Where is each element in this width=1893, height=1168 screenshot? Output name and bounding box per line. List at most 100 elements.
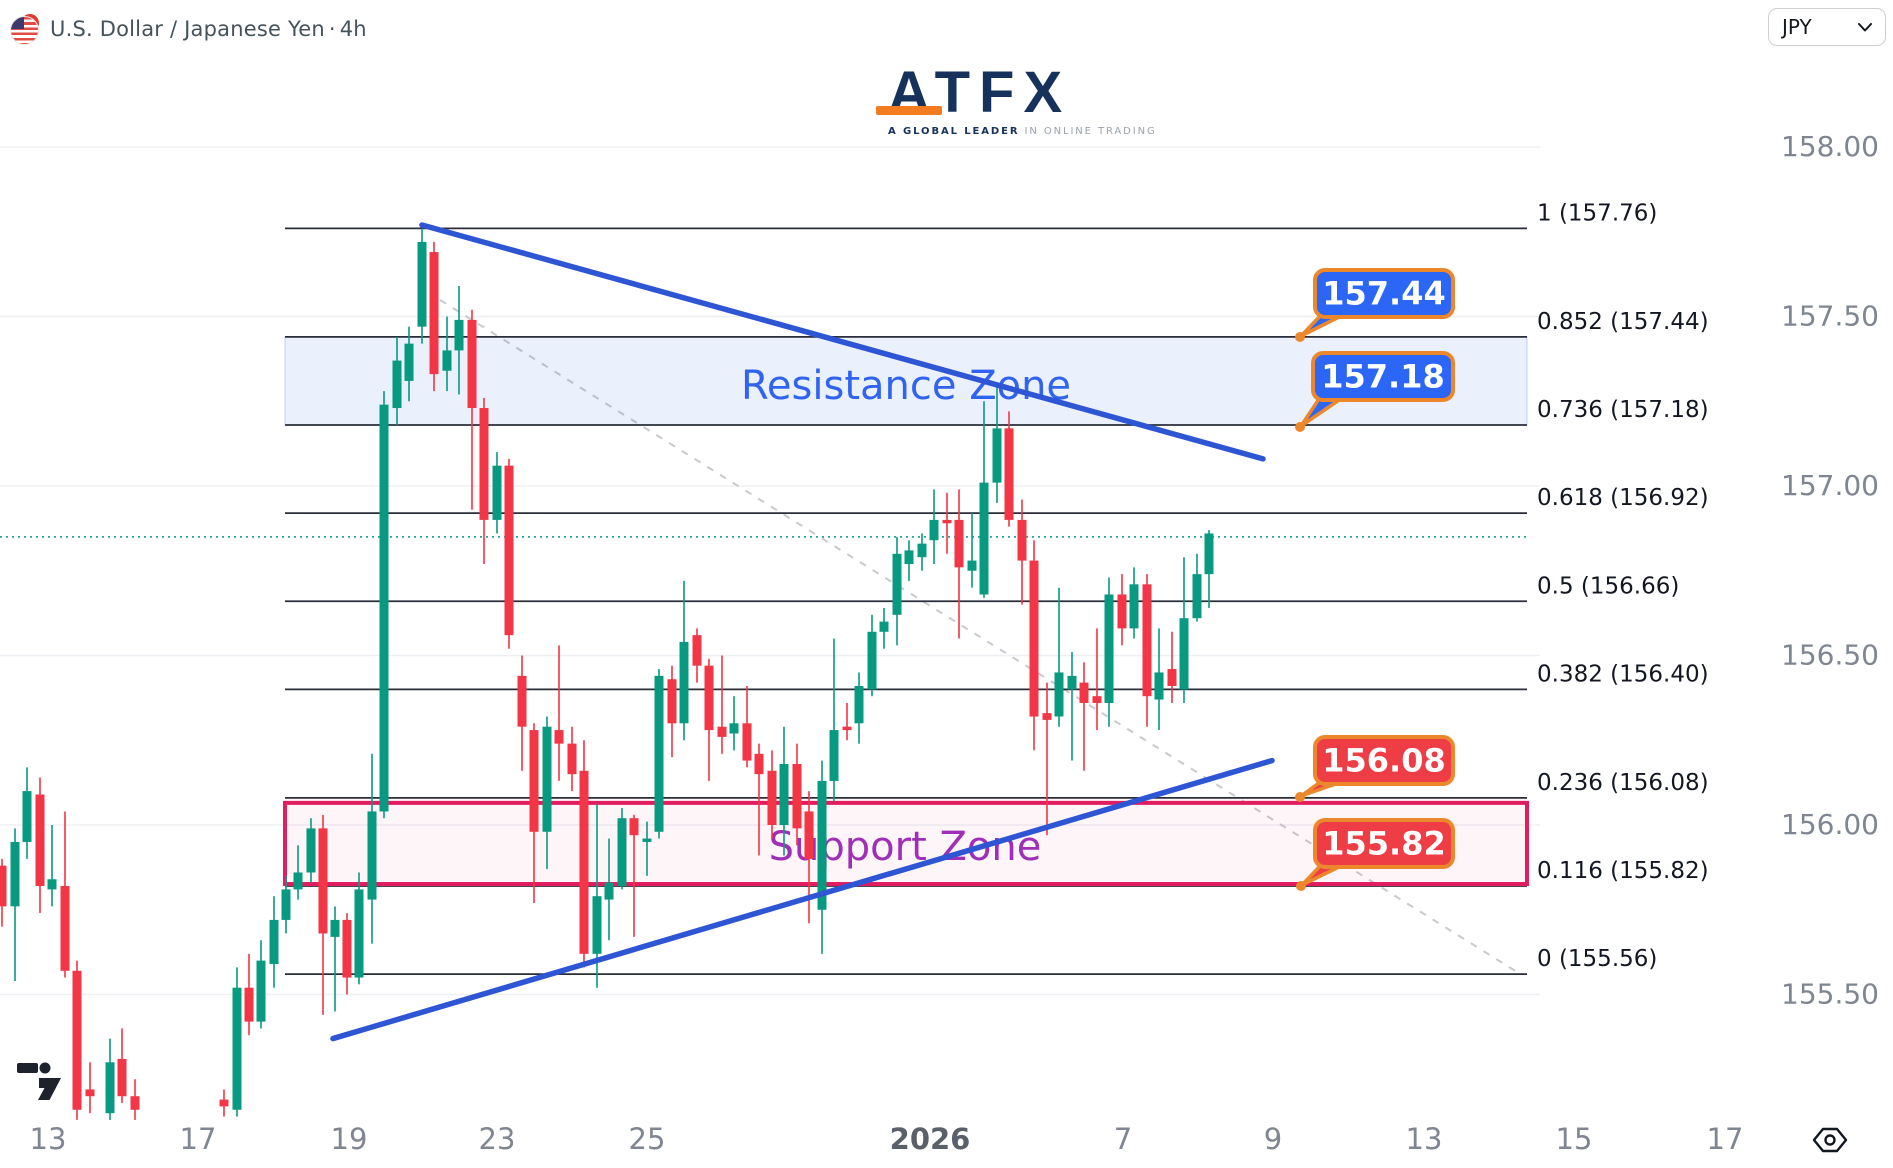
callout-price-text: 157.18 — [1321, 358, 1444, 396]
candle-up — [1192, 553, 1202, 622]
candle-body — [1154, 672, 1164, 700]
fibonacci-retracement[interactable]: 1 (157.76) 0.852 (157.44) 0.736 (157.18) 0.… — [285, 200, 1709, 976]
candle-down — [244, 953, 254, 1036]
interval-label: 4h — [339, 17, 367, 41]
candle-body — [1204, 533, 1214, 575]
candle-body — [1017, 519, 1027, 561]
eye-icon[interactable] — [1812, 1127, 1848, 1153]
candle-down — [1092, 628, 1102, 731]
callout-bubble[interactable] — [1313, 818, 1455, 869]
candle-down — [567, 726, 577, 792]
price-axis[interactable]: 158.00 157.50 157.00 156.50 156.00 155.50 — [1781, 130, 1879, 1011]
callout-bubble[interactable] — [1313, 268, 1455, 319]
candle-body — [929, 519, 939, 541]
candle-body — [35, 794, 45, 887]
price-axis-label: 155.50 — [1781, 978, 1879, 1011]
tradingview-logo[interactable] — [17, 1062, 61, 1101]
candle-up — [492, 452, 502, 534]
time-axis-label: 9 — [1264, 1122, 1282, 1156]
candle-body — [1129, 584, 1139, 629]
candle-body — [729, 723, 739, 734]
ascending-trendline[interactable] — [330, 757, 1275, 1042]
tv-logo-dot — [39, 1062, 51, 1074]
candle-up — [879, 608, 889, 649]
tv-logo-bar — [17, 1063, 38, 1073]
candle-down — [717, 655, 727, 754]
candle-up — [642, 821, 652, 876]
candle-down — [60, 811, 70, 978]
candle-body — [306, 828, 316, 873]
candle-body — [829, 730, 839, 781]
candle-up — [829, 638, 839, 802]
fib-level-label: 0.5 (156.66) — [1537, 573, 1679, 599]
support-zone-border[interactable] — [283, 800, 1529, 887]
atfx-tagline-light: IN ONLINE TRADING — [1019, 126, 1157, 137]
price-axis-label: 156.00 — [1781, 808, 1879, 841]
fib-level-label: 0.618 (156.92) — [1537, 485, 1709, 511]
candle-body — [60, 886, 70, 971]
callout-bubble[interactable] — [1313, 735, 1455, 786]
candle-body — [517, 675, 527, 727]
candle-down — [219, 1089, 229, 1117]
candle-body — [454, 319, 464, 351]
time-axis-label: 13 — [1406, 1122, 1443, 1156]
candle-down — [1017, 499, 1027, 605]
fib-level-label: 0 (155.56) — [1537, 946, 1657, 972]
candle-up — [454, 285, 464, 395]
candle-up — [1154, 628, 1164, 731]
callout-bubble[interactable] — [1311, 351, 1455, 402]
candle-body — [442, 350, 452, 371]
candle-down — [704, 658, 714, 781]
price-callout-156.08[interactable]: 156.08 — [1295, 735, 1455, 802]
time-axis-label: 25 — [629, 1122, 666, 1156]
candle-up — [1067, 652, 1077, 761]
price-callout-157.44[interactable]: 157.44 — [1295, 268, 1455, 342]
candle-body — [1067, 675, 1077, 690]
candle-body — [219, 1099, 229, 1107]
currency-selector[interactable]: JPY — [1768, 8, 1886, 46]
fib-level-label: 0.236 (156.08) — [1537, 770, 1709, 796]
time-axis-label: 15 — [1556, 1122, 1593, 1156]
candle-body — [72, 970, 82, 1110]
candle-body — [779, 763, 789, 825]
candle-body — [892, 553, 902, 615]
candle-body — [404, 343, 414, 381]
candle-body — [117, 1058, 127, 1097]
candle-down — [1004, 411, 1014, 527]
callout-anchor-dot — [1295, 792, 1305, 802]
candle-up — [967, 513, 977, 588]
fib-level-label: 0.116 (155.82) — [1537, 858, 1709, 884]
time-axis[interactable]: 13 17 19 23 25 2026 7 9 13 15 17 — [30, 1122, 1744, 1156]
candle-body — [904, 550, 914, 564]
candle-down — [479, 397, 489, 564]
price-callout-155.82[interactable]: 155.82 — [1296, 818, 1455, 891]
candle-up — [367, 753, 377, 944]
candle-body — [1004, 428, 1014, 520]
callout-anchor-dot — [1295, 332, 1305, 342]
time-axis-label: 17 — [1707, 1122, 1744, 1156]
candle-down — [1079, 662, 1089, 771]
candle-body — [692, 635, 702, 666]
fib-diagonal-dashed-line[interactable] — [439, 299, 1518, 973]
candle-down — [954, 489, 964, 639]
descending-trendline[interactable] — [419, 222, 1266, 462]
candle-down — [467, 309, 477, 510]
candle-up — [917, 533, 927, 571]
candle-body — [842, 726, 852, 731]
candle-body — [342, 919, 352, 978]
candle-down — [1042, 682, 1052, 836]
candle-up — [1104, 577, 1114, 727]
candle-body — [542, 726, 552, 832]
candle-body — [1029, 560, 1039, 717]
time-axis-label: 23 — [479, 1122, 516, 1156]
candle-down — [1029, 540, 1039, 751]
candle-body — [917, 543, 927, 558]
candle-up — [354, 872, 364, 985]
candle-body — [942, 519, 952, 524]
price-callout-157.18[interactable]: 157.18 — [1295, 351, 1455, 432]
candle-body — [392, 360, 402, 409]
candle-up — [992, 384, 1002, 503]
candle-body — [979, 482, 989, 595]
